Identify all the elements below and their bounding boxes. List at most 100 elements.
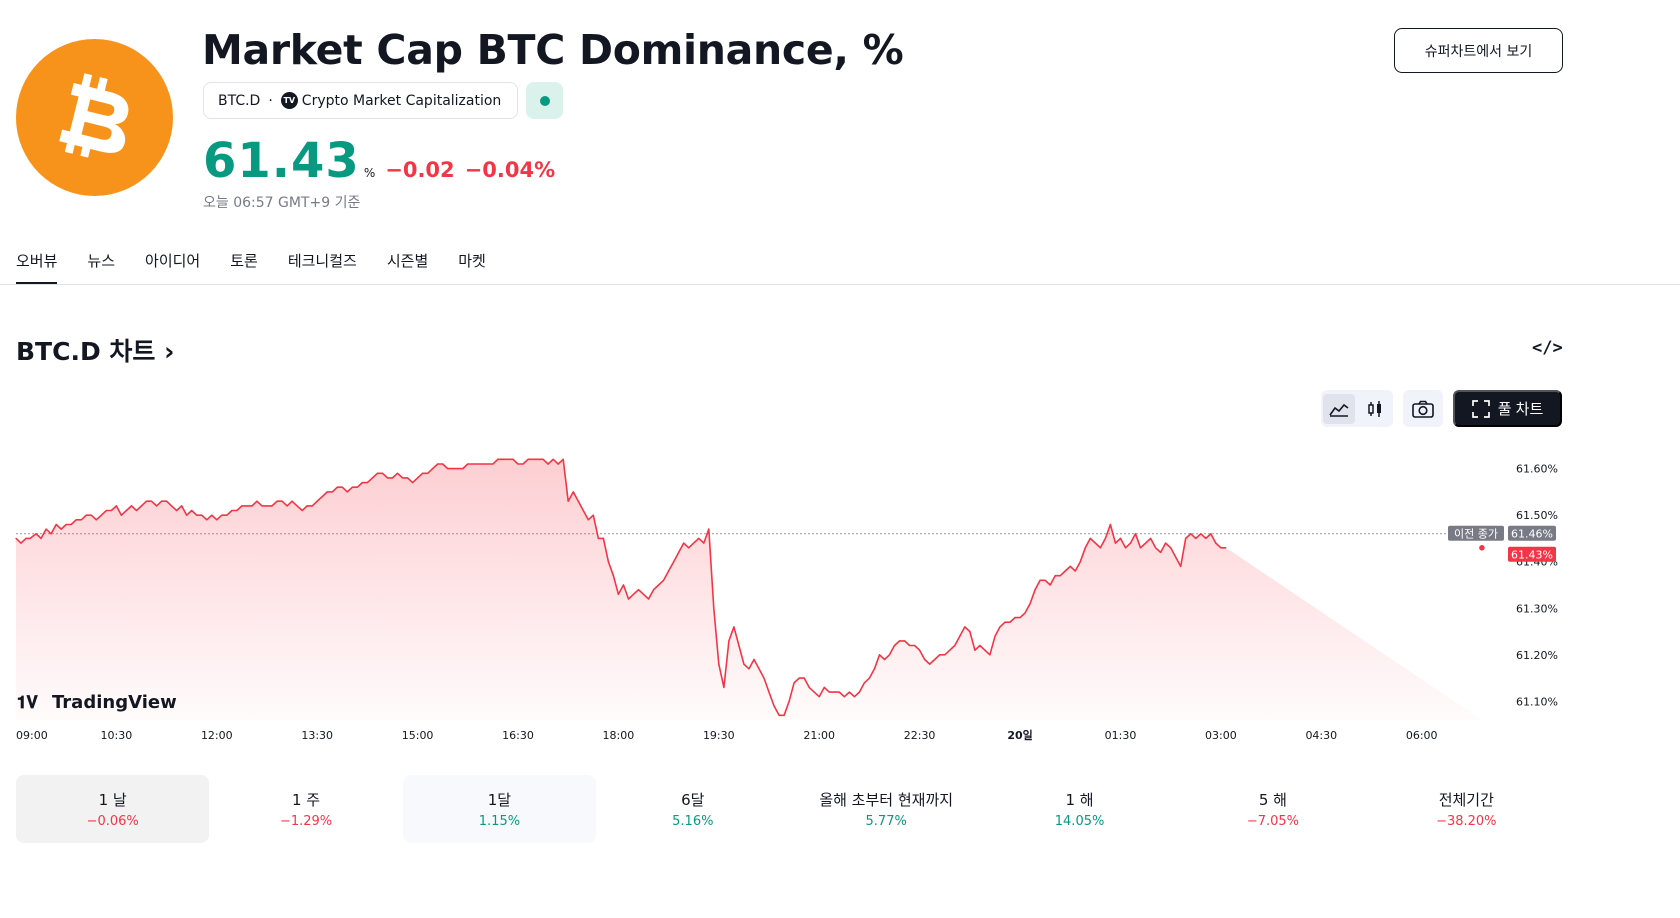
- data-point: [748, 668, 750, 670]
- data-point: [818, 696, 820, 698]
- period-all[interactable]: 전체기간 −38.20%: [1370, 775, 1563, 843]
- data-point: [216, 519, 218, 521]
- fullscreen-icon: [1471, 399, 1490, 418]
- data-point: [763, 677, 765, 679]
- data-point: [487, 463, 489, 465]
- data-point: [442, 463, 444, 465]
- btc-dominance-chart[interactable]: 61.60%61.50%61.40%61.30%61.20%61.10% 09:…: [0, 440, 1568, 750]
- open-supercharts-button[interactable]: 슈퍼차트에서 보기: [1394, 28, 1563, 73]
- data-point: [447, 468, 449, 470]
- data-point: [813, 691, 815, 693]
- data-point: [663, 579, 665, 581]
- data-point: [868, 677, 871, 679]
- data-point: [467, 463, 469, 465]
- data-point: [196, 514, 198, 516]
- data-point: [1079, 561, 1081, 563]
- area-chart-icon[interactable]: [1323, 393, 1355, 424]
- data-point: [301, 509, 303, 512]
- data-point: [1205, 537, 1207, 539]
- x-tick-label: 04:30: [1305, 729, 1337, 742]
- period-1y[interactable]: 1 해 14.05%: [983, 775, 1176, 843]
- period-6m[interactable]: 6달 5.16%: [596, 775, 789, 843]
- data-point: [1059, 575, 1061, 577]
- data-point: [105, 509, 107, 512]
- period-value: −7.05%: [1246, 814, 1300, 829]
- data-point: [1220, 547, 1222, 549]
- data-point: [803, 677, 805, 679]
- data-point: [1210, 533, 1212, 535]
- data-point: [658, 584, 660, 586]
- tab-ideas[interactable]: 아이디어: [145, 252, 201, 270]
- bitcoin-logo-icon: [16, 39, 173, 196]
- data-point: [296, 505, 298, 507]
- current-price: 61.43: [203, 133, 360, 189]
- data-point: [924, 658, 926, 661]
- camera-icon[interactable]: [1403, 390, 1443, 427]
- data-point: [537, 458, 539, 460]
- data-point: [688, 547, 690, 549]
- data-point: [156, 505, 158, 507]
- data-point: [552, 458, 554, 460]
- data-point: [778, 714, 780, 716]
- y-tick-label: 61.20%: [1516, 649, 1558, 662]
- data-point: [462, 468, 464, 470]
- page-title: Market Cap BTC Dominance, %: [202, 26, 904, 74]
- data-point: [407, 477, 409, 479]
- tab-markets[interactable]: 마켓: [458, 252, 486, 270]
- data-point: [241, 505, 243, 507]
- data-point: [457, 468, 459, 470]
- candlestick-icon[interactable]: [1359, 394, 1391, 424]
- period-5y[interactable]: 5 해 −7.05%: [1176, 775, 1369, 843]
- data-point: [1009, 621, 1011, 623]
- tab-discussion[interactable]: 토론: [230, 252, 258, 270]
- data-point: [472, 463, 474, 465]
- period-ytd[interactable]: 올해 초부터 현재까지 5.77%: [790, 775, 983, 843]
- data-point: [653, 589, 655, 591]
- symbol-info-pill[interactable]: BTC.D · TV Crypto Market Capitalization: [203, 82, 518, 119]
- data-point: [427, 472, 429, 474]
- data-point: [376, 472, 379, 474]
- tab-seasonals[interactable]: 시즌별: [386, 252, 429, 270]
- data-point: [954, 644, 956, 647]
- price-change-abs: −0.02: [385, 158, 455, 182]
- tab-news[interactable]: 뉴스: [87, 252, 116, 270]
- data-point: [888, 654, 891, 656]
- chevron-right-icon: ›: [164, 337, 175, 366]
- chart-area-fill: [16, 459, 1482, 720]
- data-point: [527, 458, 529, 460]
- y-tick-label: 61.10%: [1516, 695, 1558, 708]
- period-label: 올해 초부터 현재까지: [819, 791, 954, 809]
- full-chart-button[interactable]: 풀 차트: [1453, 390, 1562, 427]
- tab-technicals[interactable]: 테크니컬즈: [287, 252, 357, 270]
- data-point: [622, 584, 625, 586]
- data-point: [1145, 542, 1147, 544]
- data-point: [286, 505, 288, 507]
- chart-section-link[interactable]: BTC.D 차트 ›: [16, 332, 174, 368]
- data-point: [271, 505, 273, 507]
- period-1w[interactable]: 1 주 −1.29%: [209, 775, 402, 843]
- data-point: [743, 663, 745, 665]
- period-1m[interactable]: 1달 1.15%: [402, 775, 597, 843]
- data-point: [1215, 542, 1217, 544]
- data-point: [798, 677, 800, 679]
- chart-section-title: BTC.D 차트: [16, 337, 156, 366]
- tradingview-logo-icon: 𝟏𝐕: [17, 693, 38, 713]
- data-point: [632, 593, 635, 595]
- data-point: [181, 505, 183, 507]
- embed-code-icon[interactable]: </>: [1532, 338, 1563, 358]
- tab-overview[interactable]: 오버뷰: [16, 250, 58, 285]
- data-point: [15, 537, 17, 539]
- data-point: [507, 458, 509, 460]
- period-1d[interactable]: 1 날 −0.06%: [16, 775, 210, 843]
- data-point: [683, 542, 685, 544]
- tradingview-source-icon: TV: [280, 92, 298, 109]
- market-status-pill[interactable]: [526, 82, 563, 119]
- period-value: 5.77%: [865, 814, 907, 829]
- period-value: 1.15%: [478, 814, 521, 829]
- data-point: [642, 593, 645, 595]
- data-point: [698, 537, 700, 539]
- period-label: 6달: [681, 791, 705, 809]
- data-point: [1019, 617, 1021, 619]
- data-point: [316, 500, 318, 502]
- price-timestamp: 오늘 06:57 GMT+9 기준: [203, 195, 361, 211]
